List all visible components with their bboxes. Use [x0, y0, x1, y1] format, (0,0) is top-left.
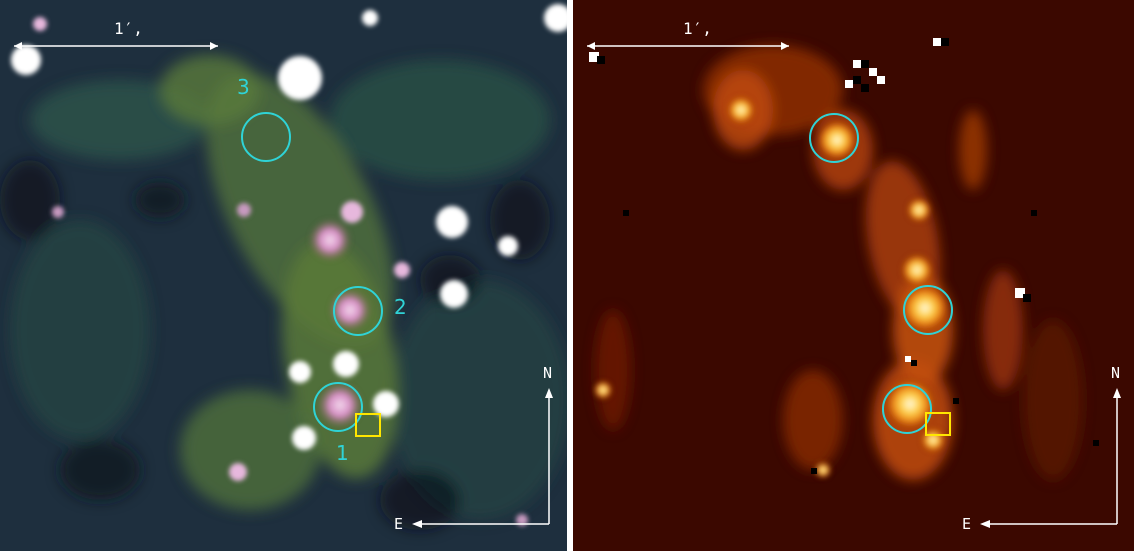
compass-east-arrowhead [980, 520, 990, 528]
compass-east-label: E [962, 515, 971, 533]
scale-bar-tail [587, 42, 595, 50]
region-circle-3 [809, 113, 859, 163]
compass-north-arrowhead [545, 388, 553, 398]
left-diffuse-emission [0, 55, 567, 530]
region-label-1: 1 [336, 441, 349, 465]
right-image-svg: 1′, N E [573, 0, 1134, 551]
region-circle-1 [313, 382, 363, 432]
region-label-2: 2 [394, 295, 407, 319]
left-image-panel: 1′, 1 2 3 N E [0, 0, 567, 551]
compass-north-label: N [1111, 364, 1120, 382]
compass-north-arrowhead [1113, 388, 1121, 398]
compass-north-label: N [543, 364, 552, 382]
region-circle-1 [882, 384, 932, 434]
right-artifacts [589, 38, 1099, 474]
scale-bar-label: 1′, [683, 19, 712, 38]
scale-bar-arrowhead [781, 42, 789, 50]
scale-bar-tail [14, 42, 22, 50]
compass-east-label: E [394, 515, 403, 533]
scale-bar-label: 1′, [114, 19, 143, 38]
right-image-panel: 1′, N E [573, 0, 1134, 551]
region-circle-2 [903, 285, 953, 335]
scale-bar-arrowhead [210, 42, 218, 50]
region-circle-3 [241, 112, 291, 162]
target-box [355, 413, 381, 437]
target-box [925, 412, 951, 436]
left-image-svg: 1′, 1 2 3 N E [0, 0, 567, 551]
compass-east-arrowhead [412, 520, 422, 528]
left-bright-sources [11, 4, 567, 526]
region-label-3: 3 [237, 75, 250, 99]
region-circle-2 [333, 286, 383, 336]
